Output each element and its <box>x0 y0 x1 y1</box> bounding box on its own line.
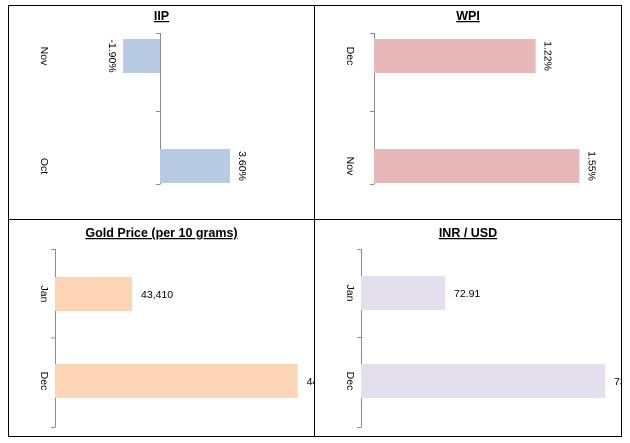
wpi-data-label: 1.55% <box>585 151 597 181</box>
iip-category-label: Nov <box>38 47 50 66</box>
wpi-title: WPI <box>456 9 480 23</box>
iip-category-label: Oct <box>38 158 50 174</box>
wpi-data-label: 1.22% <box>542 41 554 71</box>
wpi-category-label: Dec <box>344 47 356 66</box>
inr-usd-category-label: Jan <box>344 285 356 302</box>
iip-bar-nov <box>123 39 160 73</box>
gold-price-per-10-grams-title: Gold Price (per 10 grams) <box>85 226 237 240</box>
iip-title: IIP <box>154 9 169 23</box>
inr-usd-category-label: Dec <box>344 372 356 391</box>
gold-price-per-10-grams-bar-dec <box>55 364 298 398</box>
iip-chart: IIP Nov -1.90% Oct 3.60% <box>38 9 248 185</box>
iip-data-label: 3.60% <box>236 151 248 181</box>
inr-usd-data-label: 72.91 <box>454 288 480 300</box>
iip-data-label: -1.90% <box>106 39 118 72</box>
inr-usd-chart: INR / USD Jan 72.91 Dec 73.07 <box>344 226 621 428</box>
gold-price-per-10-grams-data-label: 44,434 <box>307 376 314 388</box>
inr-usd-bar-jan <box>361 276 445 310</box>
wpi-bar-nov <box>374 149 580 183</box>
wpi-chart: WPI Dec 1.22% Nov 1.55% <box>344 9 597 185</box>
wpi-bar-dec <box>374 39 536 73</box>
gold-price-per-10-grams-data-label: 43,410 <box>141 289 173 301</box>
inr-usd-title: INR / USD <box>439 226 497 240</box>
gold-price-per-10-grams-category-label: Jan <box>38 286 50 303</box>
gold-price-chart: Gold Price (per 10 grams) Jan 43,410 Dec 44,… <box>38 226 314 428</box>
iip-bar-oct <box>160 149 230 183</box>
inr-usd-data-label: 73.07 <box>614 376 621 388</box>
gold-price-per-10-grams-category-label: Dec <box>38 372 50 391</box>
wpi-category-label: Nov <box>344 157 356 176</box>
gold-price-per-10-grams-bar-jan <box>55 277 132 311</box>
inr-usd-bar-dec <box>361 364 605 398</box>
